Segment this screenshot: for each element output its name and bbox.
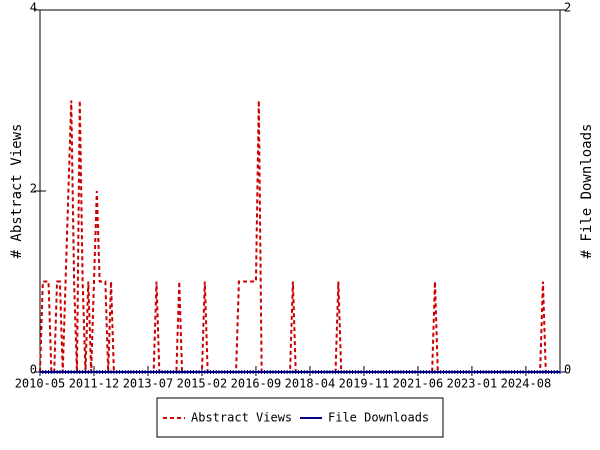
x-tick-label: 2023-01: [447, 377, 498, 391]
y2-tick-label: 2: [564, 1, 571, 15]
y-tick-label: 4: [30, 1, 37, 15]
y-tick-label: 2: [30, 182, 37, 196]
x-tick-label: 2013-07: [123, 377, 174, 391]
y2-axis-label: # File Downloads: [579, 124, 595, 259]
x-tick-label: 2016-09: [231, 377, 282, 391]
series-line: [39, 100, 560, 373]
y-tick-label: 0: [30, 363, 37, 377]
x-tick-label: 2011-12: [69, 377, 120, 391]
x-tick-label: 2018-04: [285, 377, 336, 391]
x-tick-label: 2024-08: [501, 377, 552, 391]
x-tick-label: 2021-06: [393, 377, 444, 391]
x-tick-label: 2015-02: [177, 377, 228, 391]
plot-frame: [39, 9, 561, 373]
y2-tick-label: 0: [564, 363, 571, 377]
x-tick-label: 2019-11: [339, 377, 390, 391]
legend-label: Abstract Views: [191, 411, 292, 425]
y-axis-label: # Abstract Views: [9, 124, 25, 259]
x-tick-label: 2010-05: [15, 377, 66, 391]
point-marker: [558, 370, 562, 374]
legend-label: File Downloads: [328, 411, 429, 425]
